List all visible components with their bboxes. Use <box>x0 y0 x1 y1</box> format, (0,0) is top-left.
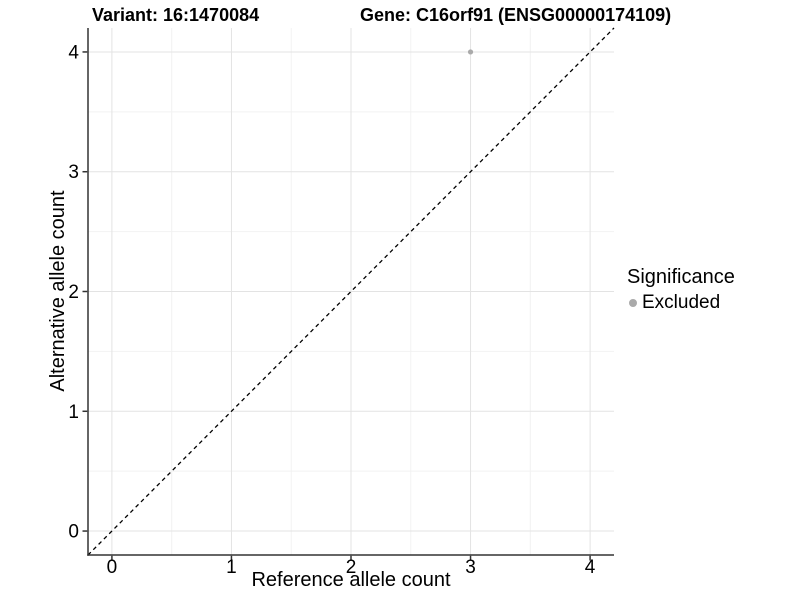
data-point <box>467 49 474 55</box>
x-tick-label: 2 <box>346 557 357 578</box>
variant-title: Variant: 16:1470084 <box>92 5 260 25</box>
x-tick-label: 3 <box>465 557 476 578</box>
legend-title: Significance <box>627 266 735 288</box>
x-tick-label: 0 <box>107 557 118 578</box>
x-tick-label: 1 <box>226 557 237 578</box>
y-tick-label: 2 <box>68 282 79 303</box>
gene-title: Gene: C16orf91 (ENSG00000174109) <box>360 5 672 25</box>
x-axis-title: Reference allele count <box>251 569 451 591</box>
legend-item-excluded: Excluded <box>627 292 735 314</box>
x-tick-label: 4 <box>585 557 596 578</box>
legend: Significance Excluded <box>627 266 735 314</box>
legend-marker-dot-icon <box>629 299 637 307</box>
legend-item-label: Excluded <box>642 292 721 313</box>
y-tick-label: 0 <box>68 522 79 543</box>
y-tick-label: 1 <box>68 402 79 423</box>
y-axis-title: Alternative allele count <box>47 190 69 392</box>
y-tick-label: 3 <box>68 162 79 183</box>
y-tick-label: 4 <box>68 42 79 63</box>
